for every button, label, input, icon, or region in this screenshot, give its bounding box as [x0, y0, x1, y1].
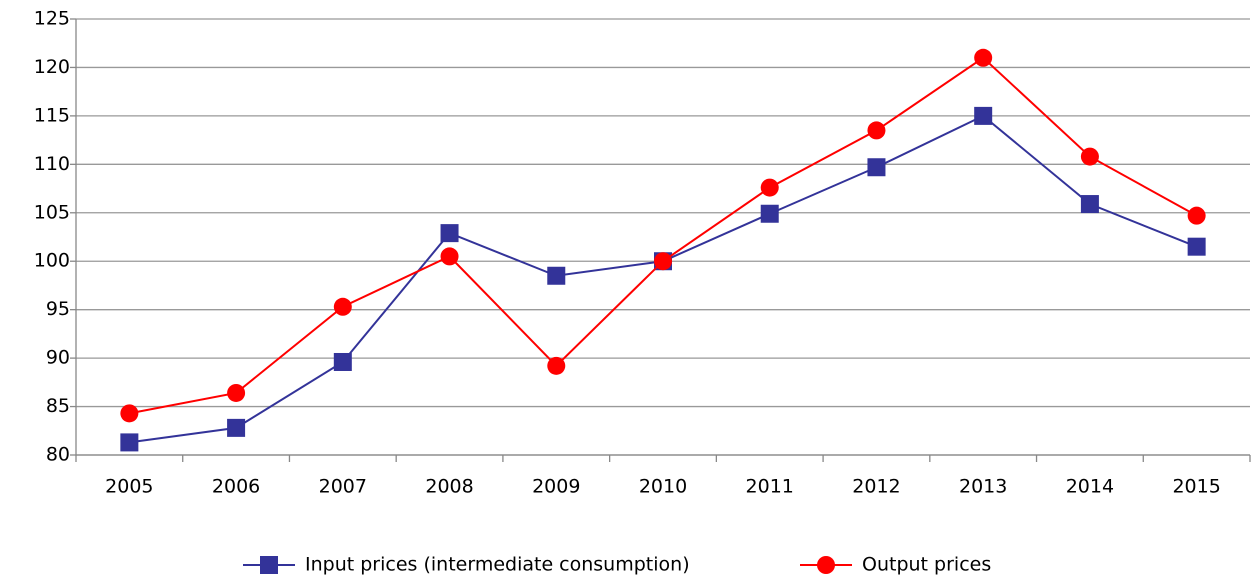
- data-point: [333, 297, 352, 316]
- data-point: [974, 48, 993, 67]
- legend-label: Input prices (intermediate consumption): [305, 554, 690, 576]
- data-point: [547, 356, 566, 375]
- y-tick-label: 115: [34, 104, 70, 126]
- x-tick-label: 2005: [105, 476, 153, 498]
- y-tick-label: 125: [34, 8, 70, 30]
- data-point: [974, 106, 993, 125]
- data-point: [867, 121, 886, 140]
- x-tick-label: 2006: [212, 476, 260, 498]
- y-tick-label: 90: [46, 347, 70, 369]
- x-tick-label: 2011: [746, 476, 794, 498]
- x-tick-label: 2010: [639, 476, 687, 498]
- legend-marker: [260, 556, 278, 574]
- y-tick-label: 105: [34, 201, 70, 223]
- data-point: [760, 178, 779, 197]
- data-point: [654, 252, 672, 271]
- legend-label: Output prices: [862, 554, 991, 576]
- data-point: [333, 352, 352, 371]
- legend-marker: [817, 556, 835, 574]
- y-tick-label: 100: [34, 250, 70, 272]
- data-point: [120, 433, 139, 452]
- x-tick-label: 2014: [1066, 476, 1114, 498]
- data-point: [760, 204, 779, 223]
- data-point: [440, 247, 459, 266]
- y-tick-label: 85: [46, 395, 70, 417]
- x-tick-label: 2009: [532, 476, 580, 498]
- x-tick-label: 2015: [1172, 476, 1220, 498]
- x-tick-label: 2007: [319, 476, 367, 498]
- series-line: [129, 56, 1198, 415]
- x-tick-label: 2008: [425, 476, 473, 498]
- data-point: [867, 158, 886, 177]
- y-tick-label: 95: [46, 298, 70, 320]
- data-point: [440, 224, 459, 243]
- data-point: [1187, 237, 1206, 256]
- y-tick-label: 110: [34, 153, 70, 175]
- data-point: [227, 383, 246, 402]
- data-point: [227, 418, 246, 437]
- data-point: [547, 266, 566, 285]
- data-point: [1080, 195, 1099, 214]
- data-point: [120, 404, 139, 423]
- x-tick-label: 2012: [852, 476, 900, 498]
- data-point: [1187, 206, 1206, 225]
- data-point: [1080, 147, 1099, 166]
- y-tick-label: 120: [34, 56, 70, 78]
- x-tick-label: 2013: [959, 476, 1007, 498]
- y-tick-label: 80: [46, 444, 70, 466]
